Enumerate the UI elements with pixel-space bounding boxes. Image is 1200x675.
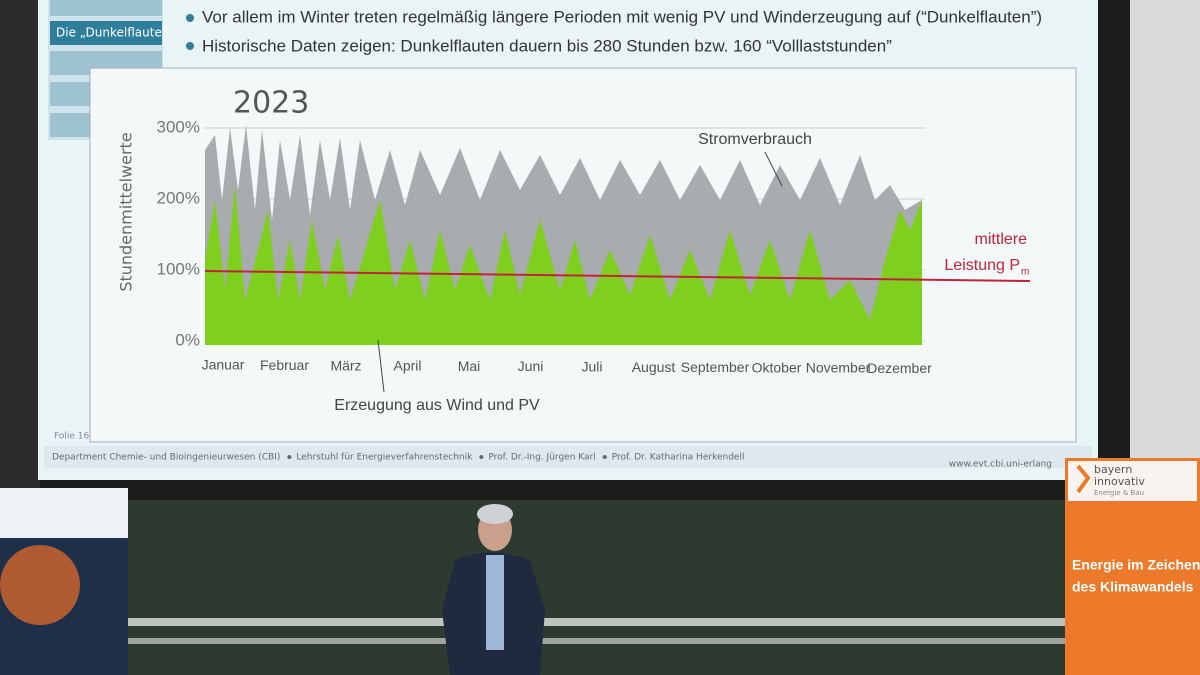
reference-label: mittlere bbox=[975, 231, 1028, 248]
reference-subscript: m bbox=[1021, 267, 1029, 278]
banner-sub: Energie & Bau bbox=[1094, 489, 1144, 497]
speaker-shirt bbox=[486, 555, 504, 650]
banner-logo-mark bbox=[1076, 464, 1091, 494]
reference-label: Leistung P bbox=[944, 257, 1020, 274]
footer-item: Department Chemie- und Bioingenieurwesen… bbox=[52, 453, 280, 463]
x-tick-label: Dezember bbox=[867, 360, 932, 376]
banner-brand: innovativ bbox=[1094, 475, 1145, 488]
chart-title: 2023 bbox=[233, 86, 309, 121]
x-tick-label: Februar bbox=[260, 357, 309, 373]
footer-separator bbox=[602, 455, 607, 459]
footer-item: Lehrstuhl für Energieverfahrenstechnik bbox=[296, 453, 473, 463]
folio: Folie 16 bbox=[54, 432, 89, 442]
banner-brand: bayern bbox=[1094, 463, 1132, 476]
rail bbox=[125, 618, 1065, 626]
x-axis: Januar Februar März April Mai Juni Juli August S… bbox=[202, 357, 933, 376]
x-tick-label: Juni bbox=[518, 358, 544, 374]
annotation-leader bbox=[764, 151, 783, 187]
y-tick-label: 300% bbox=[157, 117, 200, 136]
mean-power-line bbox=[204, 270, 1031, 282]
footer-item: Prof. Dr.-Ing. Jürgen Karl bbox=[488, 453, 595, 463]
speaker-hair bbox=[477, 504, 513, 524]
footer-separator bbox=[287, 455, 292, 459]
footer-separator bbox=[479, 455, 484, 459]
x-tick-label: Januar bbox=[202, 357, 245, 373]
chalkboard bbox=[125, 500, 1065, 675]
generation-area bbox=[205, 185, 922, 345]
banner-left-graphic bbox=[0, 545, 80, 625]
bullet-text: Vor allem im Winter treten regelmäßig lä… bbox=[202, 7, 1042, 26]
y-axis-label: Stundenmittelwerte bbox=[117, 132, 136, 291]
annotation: Stromverbrauch bbox=[698, 131, 812, 148]
x-tick-label: November bbox=[806, 360, 871, 376]
x-tick-label: August bbox=[632, 359, 676, 375]
y-tick-label: 0% bbox=[175, 330, 200, 349]
x-tick-label: April bbox=[393, 358, 421, 374]
nav-label: Die „Dunkelflaute“ bbox=[56, 26, 168, 40]
bullet-text: Historische Daten zeigen: Dunkelflauten … bbox=[202, 36, 892, 55]
annotation: Erzeugung aus Wind und PV bbox=[334, 397, 540, 414]
footer-bar bbox=[44, 446, 1092, 468]
wall-left bbox=[0, 0, 40, 500]
x-tick-label: März bbox=[330, 357, 361, 373]
banner-right-logo-area bbox=[1068, 461, 1197, 501]
x-tick-label: Juli bbox=[581, 359, 602, 375]
y-tick-label: 100% bbox=[157, 259, 200, 278]
rail bbox=[125, 638, 1065, 644]
x-tick-label: Mai bbox=[458, 358, 481, 374]
banner-headline: Energie im Zeichen bbox=[1072, 557, 1200, 573]
wall bbox=[1130, 0, 1200, 470]
footer: Department Chemie- und Bioingenieurwesen… bbox=[52, 453, 744, 463]
x-tick-label: September bbox=[681, 359, 750, 375]
banner-left-top bbox=[0, 488, 128, 538]
bullet-dot bbox=[186, 42, 194, 50]
x-tick-label: Oktober bbox=[752, 359, 802, 375]
banner-headline: des Klimawandels bbox=[1072, 579, 1194, 595]
y-tick-label: 200% bbox=[157, 188, 200, 207]
footer-item: Prof. Dr. Katharina Herkendell bbox=[612, 453, 745, 463]
nav-item bbox=[50, 0, 162, 16]
bullet-dot bbox=[186, 14, 194, 22]
nav-item-active bbox=[50, 21, 162, 45]
annotation-leader bbox=[377, 339, 385, 393]
footer-url: www.evt.cbi.uni-erlang bbox=[949, 460, 1052, 470]
